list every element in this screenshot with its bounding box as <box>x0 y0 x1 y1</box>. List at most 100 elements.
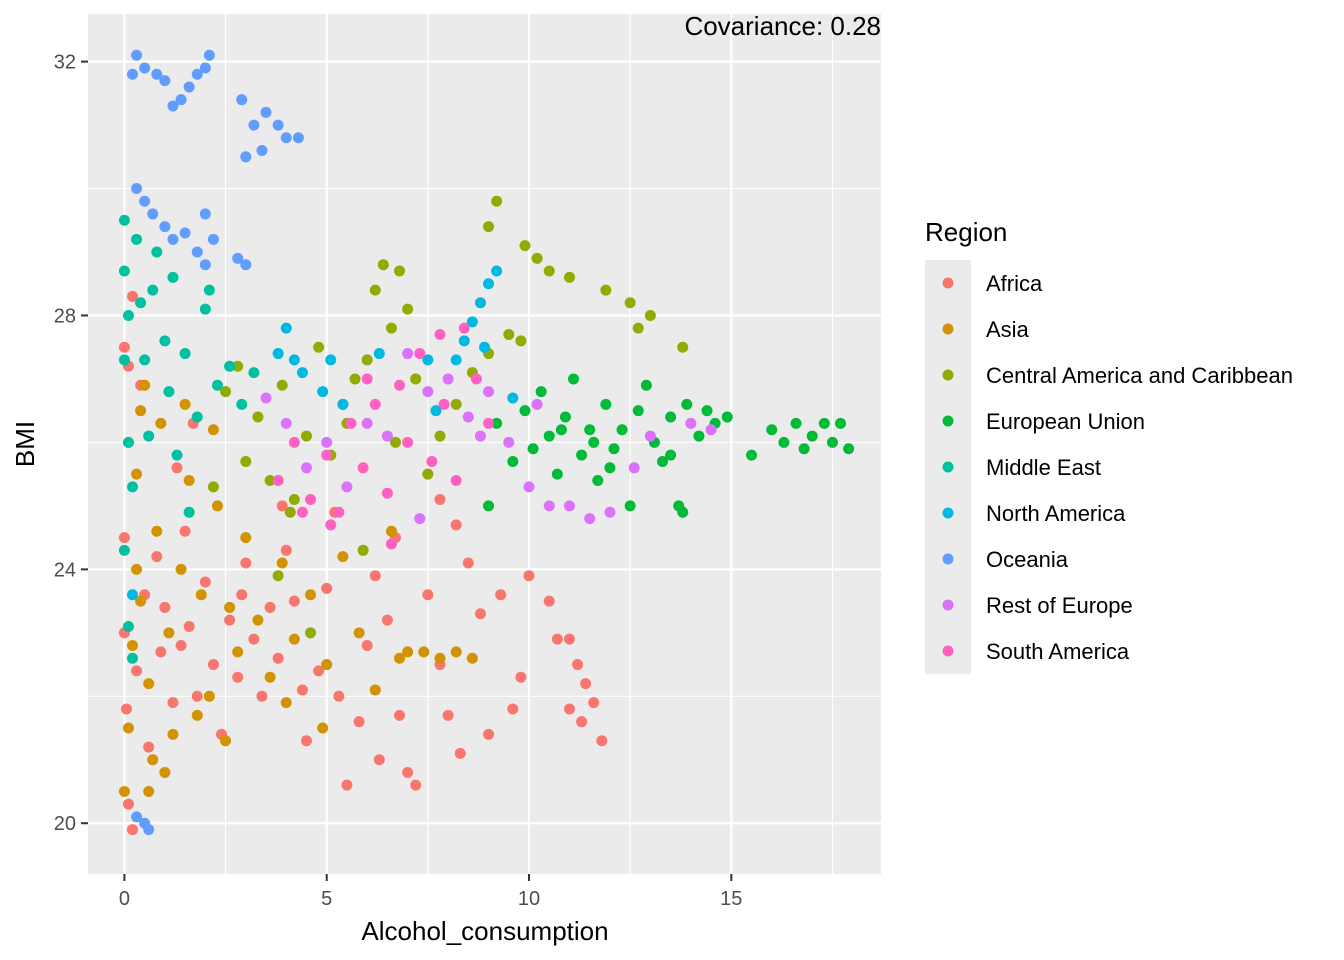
data-point-european-union <box>640 379 652 391</box>
data-point-north-america <box>507 392 519 404</box>
legend: Region Africa Asia Central America and Car… <box>925 217 1293 674</box>
data-point-central-america-and-caribbean <box>300 430 312 442</box>
data-point-africa <box>422 589 434 601</box>
legend-key-central-america-and-caribbean <box>942 369 954 381</box>
data-point-central-america-and-caribbean <box>515 335 527 347</box>
data-point-central-america-and-caribbean <box>357 544 369 556</box>
x-tick-label: 5 <box>321 888 332 910</box>
data-point-central-america-and-caribbean <box>389 436 401 448</box>
data-point-oceania <box>280 132 292 144</box>
data-point-asia <box>135 595 147 607</box>
data-point-africa <box>454 747 466 759</box>
data-point-european-union <box>818 417 830 429</box>
data-point-africa <box>507 703 519 715</box>
series-south-america <box>272 322 495 550</box>
data-point-africa <box>232 671 244 683</box>
data-point-asia <box>288 633 300 645</box>
data-point-european-union <box>604 462 616 474</box>
data-point-africa <box>483 728 495 740</box>
data-point-south-america <box>402 436 414 448</box>
data-point-middle-east <box>179 348 191 360</box>
data-point-rest-of-europe <box>644 430 656 442</box>
data-point-south-america <box>345 417 357 429</box>
data-point-rest-of-europe <box>523 481 535 493</box>
data-point-central-america-and-caribbean <box>491 195 503 207</box>
data-point-middle-east <box>147 284 159 296</box>
data-point-european-union <box>559 411 571 423</box>
data-point-central-america-and-caribbean <box>369 284 381 296</box>
data-point-european-union <box>778 436 790 448</box>
legend-label-oceania: Oceania <box>986 547 1069 572</box>
data-point-africa <box>143 741 155 753</box>
y-tick-label: 32 <box>54 52 76 74</box>
data-point-asia <box>264 671 276 683</box>
data-point-north-america <box>288 354 300 366</box>
data-point-middle-east <box>151 246 163 258</box>
data-point-asia <box>466 652 478 664</box>
data-point-africa <box>402 766 414 778</box>
data-point-rest-of-europe <box>321 436 333 448</box>
data-point-asia <box>175 563 187 575</box>
data-point-european-union <box>588 436 600 448</box>
data-point-rest-of-europe <box>474 430 486 442</box>
data-point-asia <box>143 678 155 690</box>
data-point-asia <box>143 785 155 797</box>
data-point-oceania <box>191 246 203 258</box>
data-point-european-union <box>491 417 503 429</box>
data-point-africa <box>361 640 373 652</box>
data-point-south-america <box>434 329 446 341</box>
data-point-rest-of-europe <box>341 481 353 493</box>
data-point-oceania <box>159 221 171 233</box>
data-point-oceania <box>147 208 159 220</box>
data-point-south-america <box>325 519 337 531</box>
data-point-africa <box>175 640 187 652</box>
data-point-european-union <box>624 500 636 512</box>
data-point-south-america <box>414 348 426 360</box>
data-point-africa <box>224 614 236 626</box>
data-point-european-union <box>701 405 713 417</box>
data-point-middle-east <box>122 620 134 632</box>
data-point-oceania <box>167 233 179 245</box>
x-axis-title: Alcohol_consumption <box>361 916 608 946</box>
data-point-africa <box>563 703 575 715</box>
data-point-rest-of-europe <box>685 417 697 429</box>
data-point-africa <box>588 697 600 709</box>
data-point-asia <box>118 785 130 797</box>
data-point-middle-east <box>118 214 130 226</box>
data-point-south-america <box>438 398 450 410</box>
data-point-africa <box>207 659 219 671</box>
data-point-middle-east <box>236 398 248 410</box>
data-point-asia <box>147 754 159 766</box>
data-point-oceania <box>131 49 143 61</box>
data-point-africa <box>353 716 365 728</box>
data-point-south-america <box>288 436 300 448</box>
data-point-africa <box>276 500 288 512</box>
legend-key-asia <box>942 323 954 335</box>
data-point-rest-of-europe <box>422 386 434 398</box>
data-point-central-america-and-caribbean <box>434 430 446 442</box>
data-point-rest-of-europe <box>280 417 292 429</box>
data-point-africa <box>410 779 422 791</box>
data-point-south-america <box>483 417 495 429</box>
data-point-africa <box>474 608 486 620</box>
data-point-central-america-and-caribbean <box>207 481 219 493</box>
data-point-north-america <box>491 265 503 277</box>
data-point-asia <box>163 627 175 639</box>
data-point-oceania <box>236 94 248 106</box>
data-point-oceania <box>240 151 252 163</box>
data-point-european-union <box>555 424 567 436</box>
data-point-africa <box>341 779 353 791</box>
data-point-south-america <box>470 373 482 385</box>
data-point-middle-east <box>171 449 183 461</box>
data-point-central-america-and-caribbean <box>377 259 389 271</box>
x-axis: 0 5 10 15 <box>119 874 742 910</box>
data-point-european-union <box>835 417 847 429</box>
data-point-oceania <box>256 144 268 156</box>
data-point-africa <box>543 595 555 607</box>
data-point-rest-of-europe <box>462 411 474 423</box>
legend-label-central-america-and-caribbean: Central America and Caribbean <box>986 363 1293 388</box>
data-point-rest-of-europe <box>563 500 575 512</box>
data-point-africa <box>199 576 211 588</box>
data-point-asia <box>232 646 244 658</box>
data-point-rest-of-europe <box>260 392 272 404</box>
